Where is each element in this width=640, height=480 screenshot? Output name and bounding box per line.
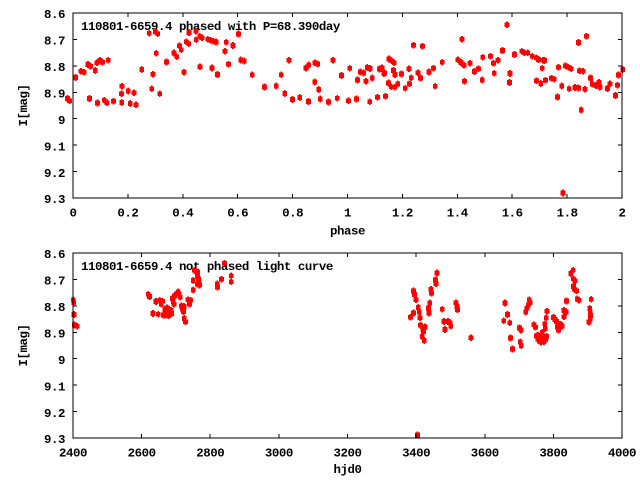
svg-text:0.8: 0.8	[282, 207, 303, 221]
svg-text:hjd0: hjd0	[334, 463, 362, 477]
svg-text:110801-6659.4 phased with P=68: 110801-6659.4 phased with P=68.390day	[81, 20, 341, 34]
svg-text:I[mag]: I[mag]	[17, 85, 31, 127]
svg-text:110801-6659.4 not phased light: 110801-6659.4 not phased light curve	[81, 260, 333, 274]
svg-text:2600: 2600	[128, 447, 156, 461]
svg-text:2400: 2400	[59, 447, 87, 461]
svg-text:I[mag]: I[mag]	[17, 325, 31, 367]
svg-text:3400: 3400	[402, 447, 430, 461]
svg-text:9: 9	[58, 114, 65, 128]
svg-text:8.9: 8.9	[44, 88, 65, 102]
svg-text:9.2: 9.2	[44, 407, 65, 421]
svg-text:3600: 3600	[471, 447, 499, 461]
svg-text:0: 0	[70, 207, 77, 221]
svg-text:3800: 3800	[539, 447, 567, 461]
svg-text:3200: 3200	[334, 447, 362, 461]
svg-text:8.7: 8.7	[44, 35, 65, 49]
svg-text:1.4: 1.4	[447, 207, 469, 221]
svg-text:9.1: 9.1	[44, 380, 65, 394]
svg-text:1.8: 1.8	[557, 207, 578, 221]
svg-text:8.8: 8.8	[44, 301, 65, 315]
svg-text:1: 1	[344, 207, 351, 221]
svg-text:8.9: 8.9	[44, 328, 65, 342]
svg-text:8.7: 8.7	[44, 275, 65, 289]
svg-text:4000: 4000	[608, 447, 636, 461]
svg-text:9.1: 9.1	[44, 140, 65, 154]
svg-text:0.6: 0.6	[227, 207, 248, 221]
svg-text:1.6: 1.6	[502, 207, 523, 221]
svg-text:9.3: 9.3	[44, 433, 65, 447]
svg-text:9.2: 9.2	[44, 167, 65, 181]
svg-text:phase: phase	[330, 225, 365, 239]
svg-text:8.8: 8.8	[44, 61, 65, 75]
svg-text:8.6: 8.6	[44, 248, 65, 262]
svg-text:0.2: 0.2	[117, 207, 138, 221]
svg-text:9: 9	[58, 354, 65, 368]
svg-text:8.6: 8.6	[44, 8, 65, 22]
svg-text:9.3: 9.3	[44, 193, 65, 207]
svg-text:2800: 2800	[196, 447, 224, 461]
svg-text:3000: 3000	[265, 447, 293, 461]
svg-text:0.4: 0.4	[172, 207, 194, 221]
svg-text:1.2: 1.2	[392, 207, 413, 221]
svg-text:2: 2	[619, 207, 626, 221]
